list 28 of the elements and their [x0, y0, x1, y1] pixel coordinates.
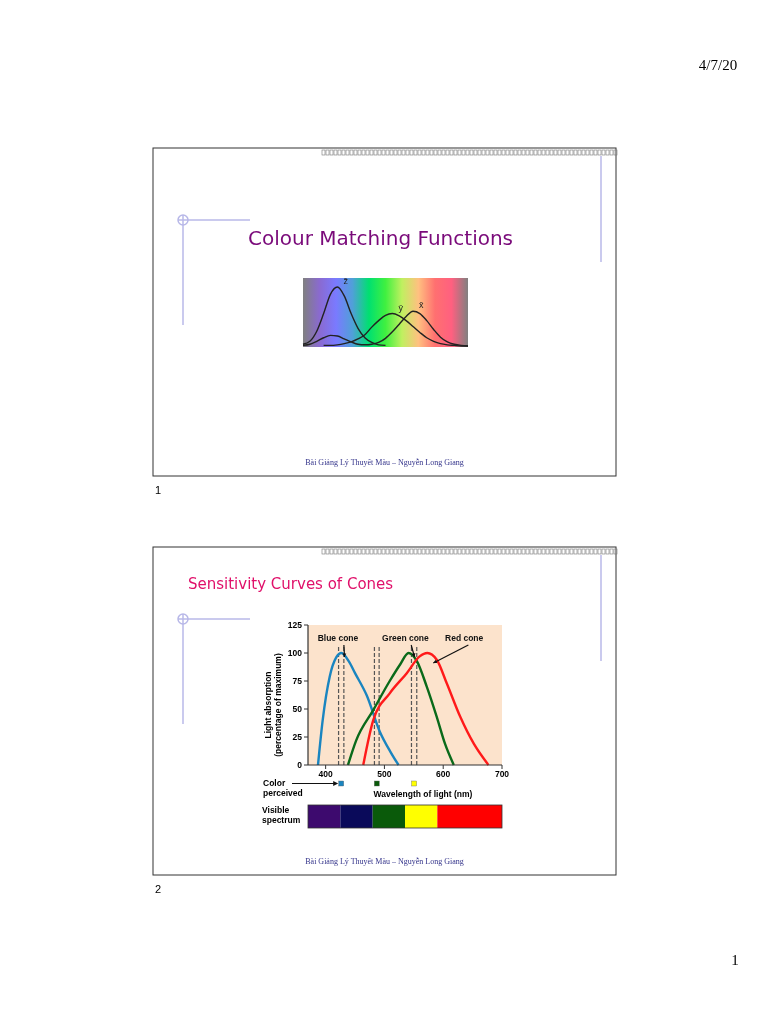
- y-tick-label: 50: [292, 704, 303, 714]
- chart-title: Colour Matching Functions: [247, 226, 514, 250]
- series-label: Blue cone: [317, 633, 359, 643]
- x-axis-title: Wavelength of light (nm): [373, 789, 473, 799]
- text: Bài Giảng Lý Thuyết Màu – Nguyễn Long Giang: [305, 458, 464, 467]
- x-tick-label: 700: [494, 769, 510, 779]
- chart-title: Sensitivity Curves of Cones: [188, 575, 394, 593]
- y-axis-title: Light absorption (percentage of maximum): [263, 653, 283, 757]
- y-tick-label: 75: [292, 676, 303, 686]
- text: 1: [155, 484, 162, 496]
- x-tick-label: 400: [318, 769, 333, 779]
- text: Color perceived: [263, 778, 303, 798]
- x-tick-label: 600: [436, 769, 451, 779]
- text: Bài Giảng Lý Thuyết Màu – Nguyễn Long Giang: [305, 857, 464, 866]
- y-tick-label: 125: [287, 620, 303, 630]
- series-label: x̄: [419, 300, 424, 311]
- series-label: z̄: [343, 276, 349, 286]
- y-tick-label: 100: [287, 648, 303, 658]
- text: Visible spectrum: [262, 805, 301, 825]
- series-label: ȳ: [398, 302, 404, 313]
- x-tick-label: 500: [377, 769, 392, 779]
- text: 4/7/20: [698, 57, 738, 73]
- series-label: Green cone: [382, 633, 430, 643]
- text: 1: [731, 952, 739, 968]
- y-tick-label: 25: [292, 732, 303, 742]
- y-tick-label: 0: [297, 760, 303, 770]
- text: Red cone: [445, 633, 484, 643]
- text: 2: [155, 883, 162, 895]
